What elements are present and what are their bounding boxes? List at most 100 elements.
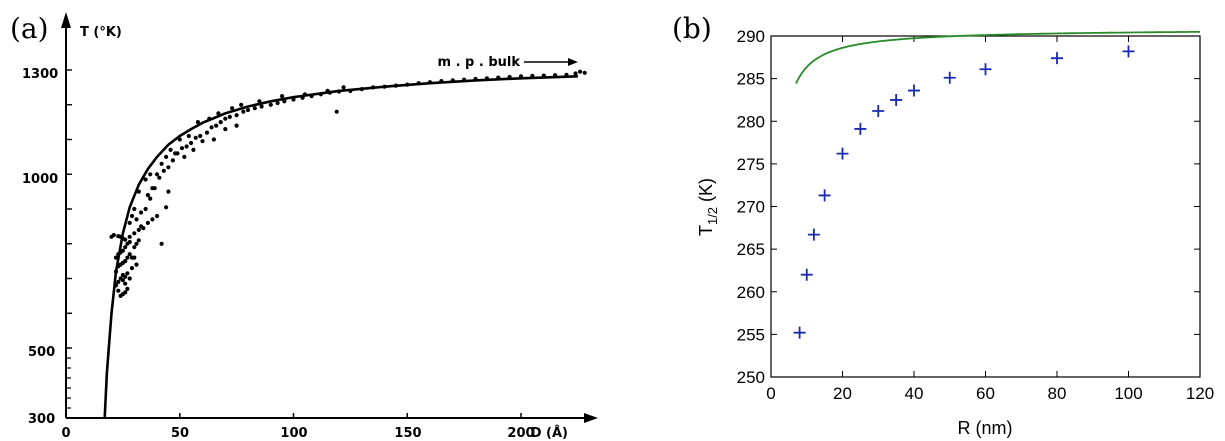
b-y-tick-label: 290 — [737, 27, 765, 46]
a-data-point — [209, 125, 214, 130]
a-data-point — [127, 276, 132, 281]
a-y-axis-title: T (°K) — [80, 25, 122, 40]
a-data-point — [129, 213, 135, 219]
b-x-tick-label: 0 — [766, 384, 775, 403]
a-data-point — [125, 286, 130, 291]
a-data-point — [132, 245, 137, 250]
b-data-point — [854, 122, 867, 135]
a-data-point — [154, 213, 160, 219]
b-y-tick-label: 280 — [737, 112, 765, 131]
b-x-tick-label: 40 — [905, 384, 924, 403]
panel-b-label: (b) — [672, 12, 712, 45]
a-data-point — [116, 279, 121, 285]
b-data-point — [979, 63, 992, 76]
panel-a-label: (a) — [10, 12, 49, 45]
a-data-point — [143, 206, 148, 212]
b-y-axis-title: T1/2 (K) — [696, 178, 720, 236]
a-data-point — [129, 266, 135, 271]
a-data-point — [268, 102, 273, 107]
a-data-point — [111, 233, 116, 238]
a-data-point — [125, 271, 130, 276]
a-x-tick-50: 50 — [171, 426, 189, 441]
a-y-tick-1000: 1000 — [22, 172, 58, 187]
a-data-point — [173, 151, 178, 156]
b-data-points — [793, 45, 1135, 339]
b-y-tick-label: 285 — [737, 70, 765, 89]
a-data-point — [127, 239, 132, 245]
a-x-axis-arrow — [584, 413, 598, 423]
a-data-point — [189, 140, 194, 146]
a-tick-marks — [65, 69, 522, 418]
a-data-point — [218, 120, 223, 125]
a-y-tick-500: 500 — [28, 345, 55, 360]
a-data-point — [223, 127, 228, 132]
a-data-point — [143, 177, 148, 182]
b-x-tick-label: 100 — [1114, 384, 1142, 403]
a-data-point — [275, 100, 280, 106]
a-data-point — [177, 137, 182, 142]
a-data-point — [136, 238, 141, 243]
b-data-point — [800, 268, 813, 281]
a-data-point — [211, 137, 216, 142]
a-data-point — [334, 109, 339, 114]
a-annotation-arrow-head — [568, 58, 578, 66]
b-y-tick-label: 275 — [737, 155, 765, 174]
a-data-point — [195, 120, 200, 125]
a-data-point — [134, 241, 139, 246]
a-data-point — [234, 113, 239, 118]
a-data-point — [145, 193, 150, 198]
a-data-point — [573, 71, 578, 76]
a-x-tick-150: 150 — [394, 426, 421, 441]
a-data-point — [252, 106, 257, 111]
b-y-axis-title-suffix: (K) — [696, 178, 716, 207]
a-data-point — [120, 248, 125, 253]
a-data-point — [204, 130, 210, 135]
b-data-point — [890, 93, 903, 106]
a-data-point — [123, 237, 128, 242]
b-y-tick-label: 260 — [737, 283, 765, 302]
b-x-axis-title: R (nm) — [958, 418, 1013, 438]
panel-b: (b) 0 20 40 60 80 100 120 250 255 260 265 270 275 280… — [672, 12, 1214, 438]
b-data-point — [818, 189, 831, 202]
a-data-point — [150, 186, 155, 191]
a-y-axis-arrow — [61, 12, 71, 28]
a-data-point — [168, 147, 173, 152]
a-data-point — [154, 172, 160, 177]
a-data-point — [166, 189, 171, 194]
a-data-point — [127, 234, 132, 239]
b-y-tick-label: 270 — [737, 198, 765, 217]
b-y-axis-title-sub: 1/2 — [705, 207, 720, 225]
a-data-point — [116, 288, 121, 293]
a-data-point — [234, 123, 239, 128]
b-data-point — [908, 84, 920, 97]
b-x-tick-label: 80 — [1048, 384, 1067, 403]
a-data-point — [127, 220, 132, 225]
b-data-point — [1051, 52, 1063, 65]
a-annotation: m . p . bulk — [438, 55, 521, 70]
a-data-point — [132, 231, 137, 236]
a-data-point — [159, 161, 164, 166]
a-data-point — [230, 106, 235, 111]
a-data-point — [123, 281, 128, 286]
a-data-point — [184, 144, 189, 149]
b-fit-curve — [795, 31, 1200, 84]
a-data-point — [127, 252, 132, 257]
a-data-point — [179, 146, 185, 151]
a-data-point — [193, 135, 198, 140]
a-data-point — [578, 69, 583, 74]
a-data-point — [191, 147, 196, 152]
a-y-tick-300: 300 — [28, 412, 55, 427]
a-fit-curve — [103, 75, 578, 419]
a-data-point — [164, 154, 169, 159]
a-data-point — [150, 217, 155, 222]
a-data-point — [148, 172, 153, 177]
b-y-tick-label: 250 — [737, 368, 765, 387]
b-data-point — [836, 147, 849, 160]
a-data-point — [239, 102, 244, 107]
a-data-point — [166, 165, 171, 170]
b-x-tick-label: 20 — [833, 384, 852, 403]
a-data-point — [132, 206, 137, 212]
a-data-point — [280, 94, 285, 99]
a-data-point — [341, 85, 346, 90]
